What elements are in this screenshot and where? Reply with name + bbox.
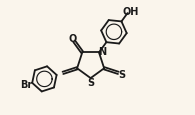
Text: S: S [118, 69, 125, 79]
Text: S: S [87, 77, 94, 87]
Text: OH: OH [122, 7, 138, 17]
Text: N: N [98, 47, 106, 57]
Text: Br: Br [20, 79, 32, 89]
Text: O: O [68, 34, 77, 44]
